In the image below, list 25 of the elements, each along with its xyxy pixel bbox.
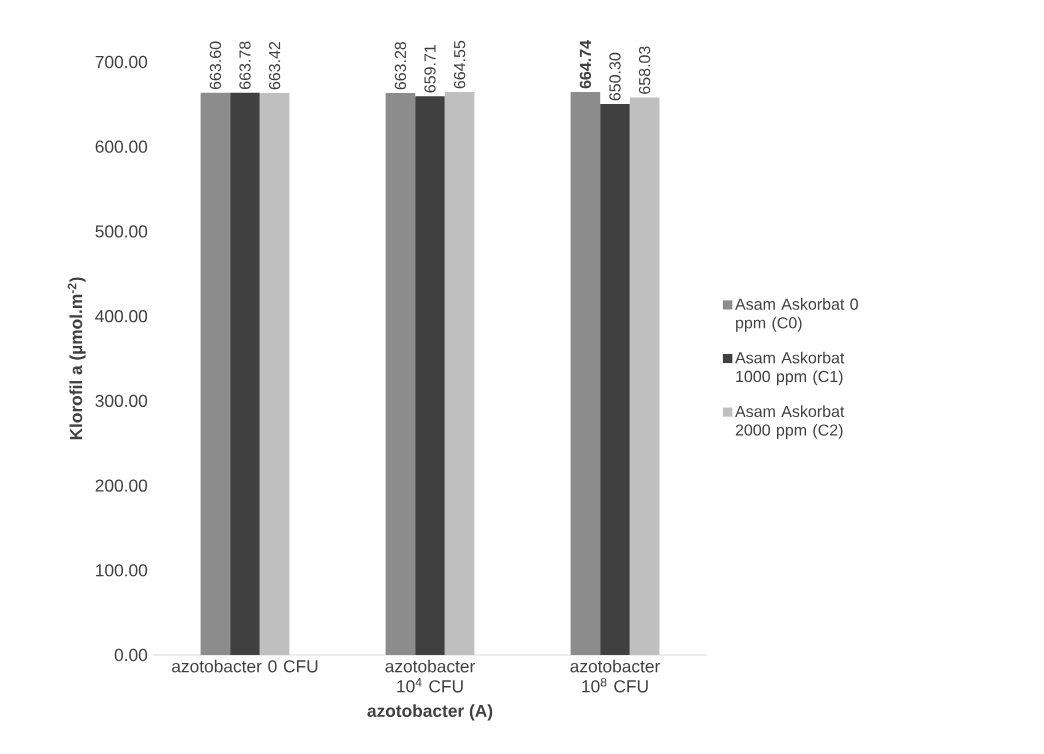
x-tick-label: azotobacter 10$^{8}$ CFU — [570, 659, 660, 693]
data-label: 650.30 — [609, 52, 621, 101]
y-tick-label: 300.00 — [95, 394, 148, 407]
y-tick-label: 600.00 — [95, 140, 148, 153]
data-label: 663.28 — [394, 41, 407, 90]
data-label: 663.60 — [209, 41, 222, 90]
y-tick-label: 500.00 — [95, 225, 148, 238]
x-tick-label: azotobacter 0 CFU — [172, 659, 318, 673]
y-tick-label: 400.00 — [95, 310, 148, 323]
data-label: 658.03 — [638, 46, 651, 94]
data-label: 663.78 — [239, 41, 251, 89]
data-label: 663.42 — [268, 41, 281, 90]
y-tick-label: 0.00 — [114, 648, 148, 662]
legend-label: Asam Askorbat 2000 ppm (C2) — [735, 405, 845, 439]
data-label: 664.74 — [579, 40, 592, 89]
y-tick-label: 100.00 — [96, 564, 148, 577]
legend-label: Asam Askorbat 0 ppm (C0) — [735, 298, 858, 332]
x-axis-title: azotobacter (A) — [367, 704, 493, 721]
y-tick-label: 200.00 — [95, 479, 148, 492]
legend-label: Asam Askorbat 1000 ppm (C1) — [735, 351, 845, 386]
data-label: 659.71 — [424, 45, 436, 93]
data-label: 664.55 — [453, 40, 466, 89]
y-tick-label: 700.00 — [95, 55, 148, 69]
y-axis-title: Klorofil a (µmol.m$^{-2}$) — [67, 277, 86, 440]
x-tick-label: azotobacter 10$^{4}$ CFU — [385, 659, 475, 693]
